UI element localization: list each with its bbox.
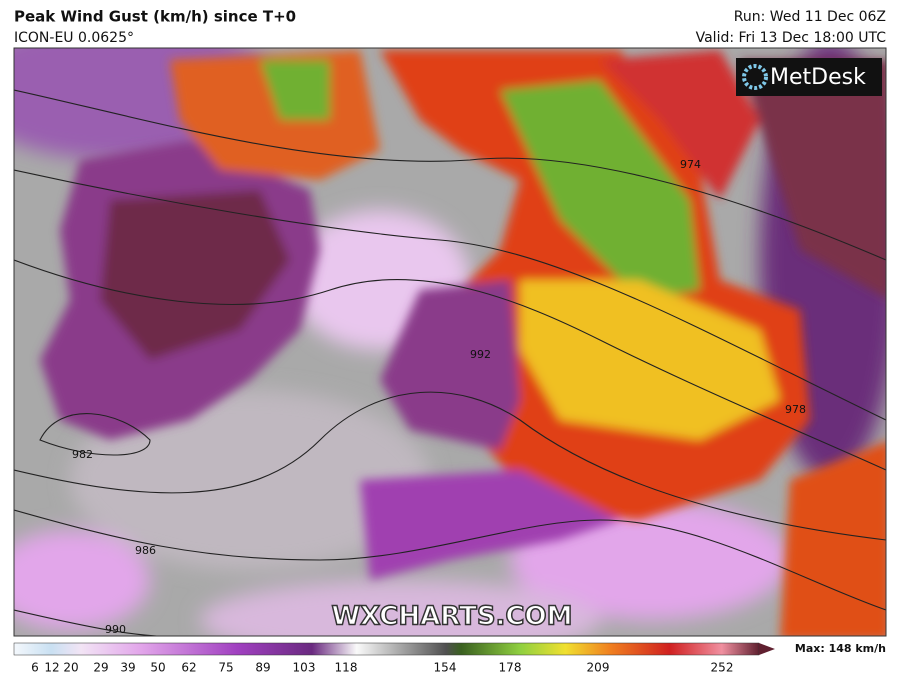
model-name: ICON-EU 0.0625° [14,30,134,46]
colorbar-tick-label: 252 [711,661,734,675]
colorbar-tick-label: 50 [150,661,165,675]
colorbar-tick-label: 209 [587,661,610,675]
logo-icon [742,64,768,90]
isobar-label: 982 [72,448,93,461]
map-frame [13,47,887,637]
isobar-label: 992 [470,348,491,361]
colorbar-tick-label: 20 [63,661,78,675]
colorbar-arrow [759,643,775,655]
colorbar-tick-label: 178 [499,661,522,675]
colorbar-tick-label: 118 [335,661,358,675]
watermark: WXCHARTS.COM [331,602,572,632]
map: 974 978 982 986 990 992 WXCHARTS.COM Met… [14,48,886,636]
colorbar-ticks: 6 12 20 29 39 50 62 75 89 103 118 154 178 209 252 [31,661,733,675]
isobar-label: 978 [785,403,806,416]
run-time: Run: Wed 11 Dec 06Z [734,9,886,25]
colorbar-tick-label: 62 [181,661,196,675]
colorbar-tick-label: 103 [293,661,316,675]
colorbar-tick-label: 39 [120,661,135,675]
isobar-label: 974 [680,158,701,171]
max-label: Max: 148 km/h [795,642,886,655]
valid-time: Valid: Fri 13 Dec 18:00 UTC [696,30,887,46]
colorbar-tick-label: 6 [31,661,39,675]
isobar-label: 986 [135,544,156,557]
colorbar-tick-label: 12 [44,661,59,675]
logo: MetDesk [770,65,866,90]
map-title: Peak Wind Gust (km/h) since T+0 [14,8,296,26]
colorbar-tick-label: 29 [93,661,108,675]
colorbar-tick-label: 75 [218,661,233,675]
colorbar-tick-label: 89 [255,661,270,675]
colorbar-tick-label: 154 [434,661,457,675]
isobar-label: 990 [105,623,126,636]
logo-box [736,58,882,96]
colorbar [13,642,760,656]
